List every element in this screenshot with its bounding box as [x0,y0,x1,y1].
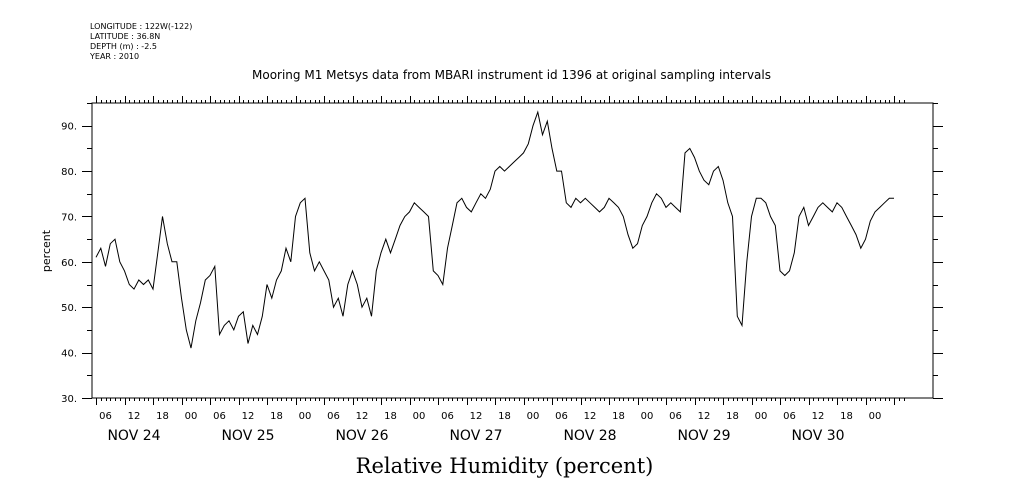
depth-label: DEPTH (m) : -2.5 [90,42,157,51]
y-tick-label: 70. [61,212,77,223]
x-tick-label: 00 [299,411,312,422]
x-tick-label: 12 [812,411,825,422]
x-day-label: NOV 28 [563,428,616,444]
x-day-label: NOV 25 [221,428,274,444]
x-day-label: NOV 29 [677,428,730,444]
x-ticks [96,96,905,405]
x-tick-label: 12 [356,411,369,422]
x-tick-label: 12 [128,411,141,422]
x-tick-label: 18 [156,411,169,422]
x-tick-label: 12 [242,411,255,422]
x-tick-label: 12 [470,411,483,422]
location-info: LONGITUDE : 122W(-122) LATITUDE : 36.8N … [90,22,192,62]
y-tick-label: 50. [61,303,77,314]
x-tick-label: 18 [612,411,625,422]
x-tick-label: 12 [698,411,711,422]
x-tick-label: 06 [555,411,568,422]
x-axis-title: Relative Humidity (percent) [355,454,654,478]
x-tick-label: 18 [384,411,397,422]
x-tick-label: 00 [641,411,654,422]
y-tick-label: 80. [61,167,77,178]
y-tick-label: 40. [61,349,77,360]
x-tick-label: 06 [99,411,112,422]
chart-title: Mooring M1 Metsys data from MBARI instru… [252,68,771,82]
x-day-label: NOV 27 [449,428,502,444]
longitude-label: LONGITUDE : 122W(-122) [90,22,193,31]
y-ticks [82,103,943,399]
x-tick-label: 00 [185,411,198,422]
plot-frame [91,102,934,399]
x-tick-label: 18 [498,411,511,422]
x-tick-label: 12 [584,411,597,422]
x-tick-label: 06 [441,411,454,422]
x-tick-label: 00 [527,411,540,422]
x-tick-label: 18 [726,411,739,422]
x-tick-label: 18 [840,411,853,422]
x-tick-label: 00 [755,411,768,422]
year-label: YEAR : 2010 [90,52,140,61]
x-day-label: NOV 26 [335,428,388,444]
y-tick-label: 30. [61,394,77,405]
x-tick-label: 18 [270,411,283,422]
x-tick-label: 06 [213,411,226,422]
humidity-series-line [95,110,894,349]
y-axis-title: percent [40,229,53,272]
x-day-label: NOV 30 [791,428,844,444]
x-tick-label: 06 [783,411,796,422]
x-tick-label: 06 [327,411,340,422]
x-tick-label: 00 [869,411,882,422]
latitude-label: LATITUDE : 36.8N [90,32,161,41]
y-tick-label: 90. [61,122,77,133]
x-tick-label: 06 [669,411,682,422]
x-day-label: NOV 24 [107,428,160,444]
x-tick-label: 00 [413,411,426,422]
y-tick-label: 60. [61,258,77,269]
